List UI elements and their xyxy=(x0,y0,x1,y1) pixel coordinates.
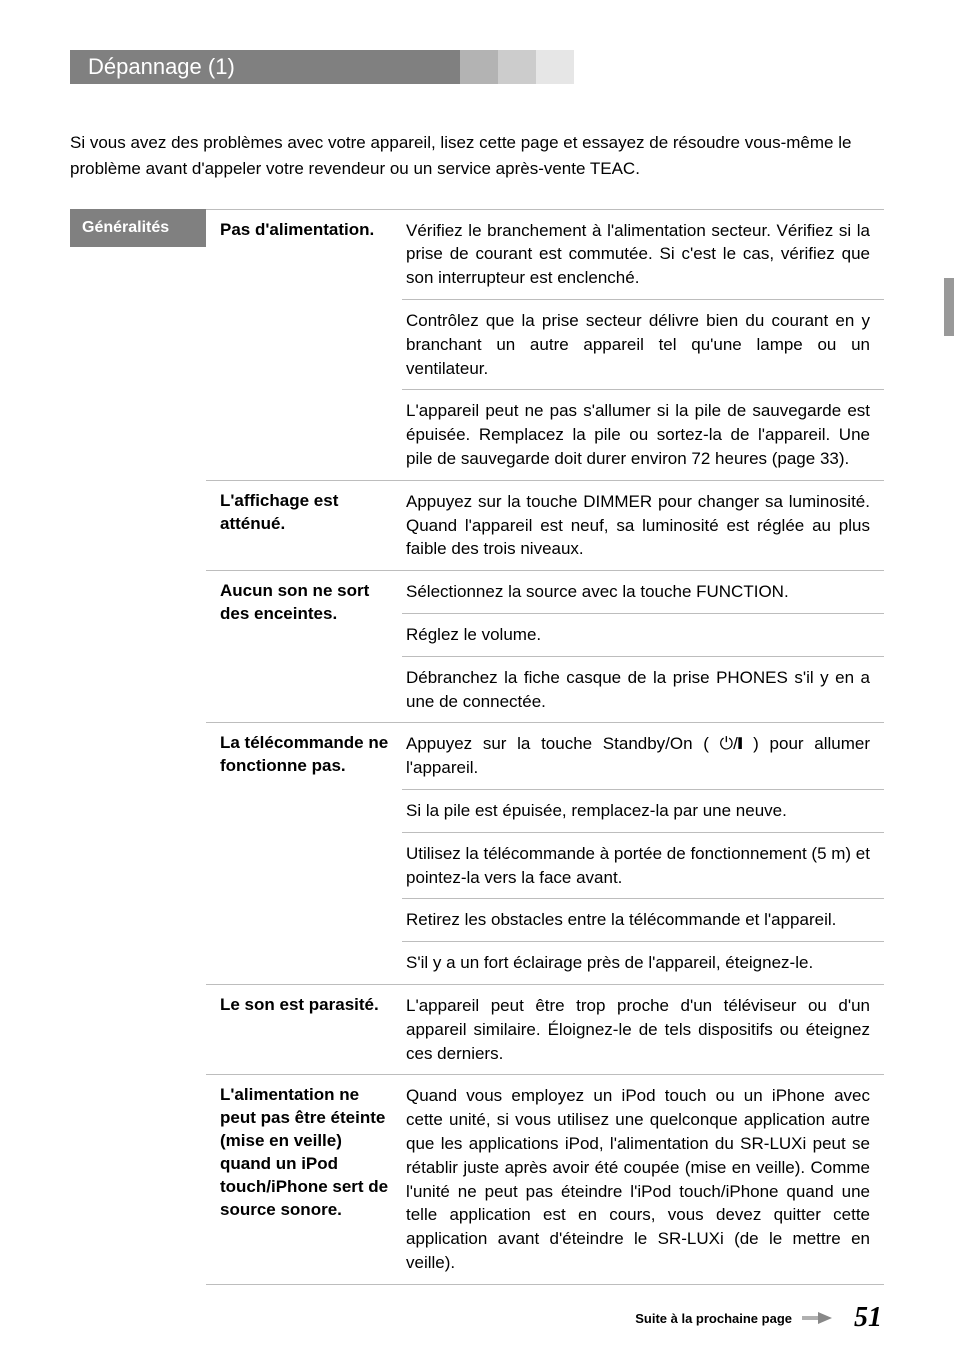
solution-text: Contrôlez que la prise secteur délivre b… xyxy=(402,300,884,390)
table-row: L'alimentation ne peut pas être éteinte … xyxy=(206,1075,884,1284)
solutions-cell: Quand vous employez un iPod touch ou un … xyxy=(402,1075,884,1283)
solution-text: L'appareil peut être trop proche d'un té… xyxy=(402,985,884,1074)
issue-cell: Pas d'alimentation. xyxy=(206,210,402,480)
page-number: 51 xyxy=(854,1302,882,1334)
solution-text: Appuyez sur la touche DIMMER pour change… xyxy=(402,481,884,570)
solution-text: L'appareil peut ne pas s'allumer si la p… xyxy=(402,390,884,479)
solution-text: Vérifiez le branchement à l'alimentation… xyxy=(402,210,884,300)
header-decoration xyxy=(498,50,536,84)
header-decoration xyxy=(460,50,498,84)
table-row: L'affichage est atténué.Appuyez sur la t… xyxy=(206,481,884,571)
issue-cell: Aucun son ne sort des enceintes. xyxy=(206,571,402,722)
category-label: Généralités xyxy=(70,209,206,247)
section-title: Dépannage (1) xyxy=(70,50,460,84)
page-footer: Suite à la prochaine page 51 xyxy=(635,1302,882,1334)
intro-text: Si vous avez des problèmes avec votre ap… xyxy=(70,130,884,183)
table-row: Pas d'alimentation.Vérifiez le brancheme… xyxy=(206,210,884,481)
solution-text: Sélectionnez la source avec la touche FU… xyxy=(402,571,884,614)
solutions-cell: L'appareil peut être trop proche d'un té… xyxy=(402,985,884,1074)
issue-cell: Le son est parasité. xyxy=(206,985,402,1074)
side-tab xyxy=(944,278,954,336)
solution-text: Retirez les obstacles entre la télécomma… xyxy=(402,899,884,942)
table-row: La télécommande ne fonctionne pas.Appuye… xyxy=(206,723,884,985)
solution-text: Débranchez la fiche casque de la prise P… xyxy=(402,657,884,723)
arrow-icon xyxy=(802,1312,832,1324)
content-column: Pas d'alimentation.Vérifiez le brancheme… xyxy=(206,209,884,1285)
solution-text: Utilisez la télécommande à portée de fon… xyxy=(402,833,884,900)
solution-text: Appuyez sur la touche Standby/On ( ⏻/❙ )… xyxy=(402,723,884,790)
issue-cell: L'affichage est atténué. xyxy=(206,481,402,570)
solution-text: Quand vous employez un iPod touch ou un … xyxy=(402,1075,884,1283)
section-header: Dépannage (1) xyxy=(70,50,884,84)
solutions-cell: Sélectionnez la source avec la touche FU… xyxy=(402,571,884,722)
solution-text: Si la pile est épuisée, remplacez-la par… xyxy=(402,790,884,833)
solution-text: S'il y a un fort éclairage près de l'app… xyxy=(402,942,884,984)
solutions-cell: Appuyez sur la touche Standby/On ( ⏻/❙ )… xyxy=(402,723,884,984)
category-column: Généralités xyxy=(70,209,206,1285)
solutions-cell: Vérifiez le branchement à l'alimentation… xyxy=(402,210,884,480)
table-row: Le son est parasité.L'appareil peut être… xyxy=(206,985,884,1075)
table-row: Aucun son ne sort des enceintes.Sélectio… xyxy=(206,571,884,723)
page-content: Dépannage (1) Si vous avez des problèmes… xyxy=(0,0,954,1285)
issue-cell: L'alimentation ne peut pas être éteinte … xyxy=(206,1075,402,1283)
header-decoration xyxy=(536,50,574,84)
solutions-cell: Appuyez sur la touche DIMMER pour change… xyxy=(402,481,884,570)
continue-text: Suite à la prochaine page xyxy=(635,1311,792,1326)
troubleshoot-table: Généralités Pas d'alimentation.Vérifiez … xyxy=(70,209,884,1285)
issue-cell: La télécommande ne fonctionne pas. xyxy=(206,723,402,984)
solution-text: Réglez le volume. xyxy=(402,614,884,657)
